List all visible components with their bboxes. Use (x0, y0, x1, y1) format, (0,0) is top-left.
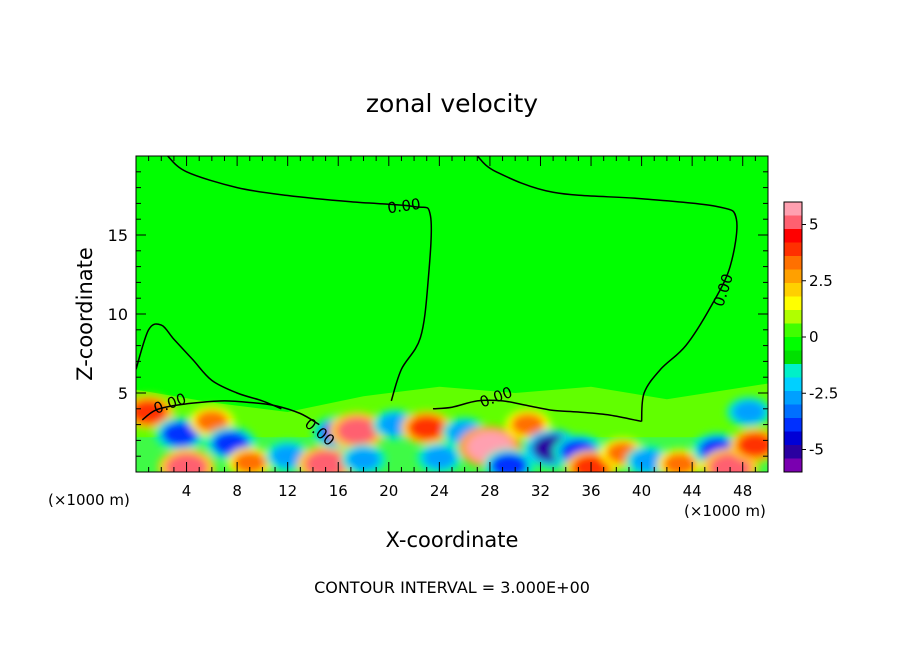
zero-contour-line (141, 400, 320, 426)
colorbar-swatch (784, 269, 802, 283)
velocity-features (136, 395, 768, 472)
x-tick-label: 16 (329, 482, 348, 500)
x-unit-right: (×1000 m) (684, 502, 766, 520)
velocity-feature (271, 445, 305, 468)
x-tick-label: 24 (430, 482, 449, 500)
colorbar-swatch (784, 283, 802, 297)
velocity-feature (195, 410, 229, 433)
x-tick-label: 8 (232, 482, 242, 500)
colorbar-swatch (784, 458, 802, 472)
colorbar-swatch (784, 404, 802, 418)
x-tick-label: 12 (278, 482, 297, 500)
colorbar-swatch (784, 431, 802, 445)
colorbar-swatch (784, 242, 802, 256)
x-tick-label: 4 (182, 482, 192, 500)
colorbar-swatch (784, 215, 802, 229)
velocity-feature (336, 416, 379, 445)
velocity-feature (161, 421, 199, 447)
zero-contour-line (167, 156, 433, 402)
chart-title: zonal velocity (366, 89, 538, 118)
x-tick-label: 28 (480, 482, 499, 500)
velocity-feature (631, 449, 665, 472)
y-axis-label: Z-coordinate (73, 247, 97, 381)
y-tick-label: 10 (108, 305, 128, 324)
contour-interval-note: CONTOUR INTERVAL = 3.000E+00 (314, 578, 590, 597)
colorbar-swatch (784, 364, 802, 378)
velocity-feature (407, 415, 446, 441)
zero-contour-line (432, 399, 642, 423)
x-axis-label: X-coordinate (386, 528, 519, 552)
velocity-feature (422, 446, 456, 469)
x-tick-label: 48 (733, 482, 752, 500)
colorbar-tick-label: 2.5 (809, 272, 833, 290)
velocity-feature (346, 448, 381, 471)
colorbar-swatch (784, 256, 802, 270)
velocity-feature (736, 432, 768, 458)
colorbar-swatch (784, 377, 802, 391)
x-tick-label: 36 (581, 482, 600, 500)
velocity-feature (233, 451, 267, 472)
velocity-feature (304, 450, 347, 472)
contour-label: 0.00 (386, 195, 422, 217)
colorbar-swatch (784, 229, 802, 243)
velocity-feature (662, 452, 697, 472)
colorbar-tick-label: 5 (809, 216, 819, 234)
colorbar-swatch (784, 323, 802, 337)
velocity-feature (511, 413, 545, 436)
y-tick-label: 5 (118, 384, 128, 403)
x-tick-label: 32 (531, 482, 550, 500)
colorbar-swatch (784, 202, 802, 216)
colorbar: 5 2.5 0 -2.5 -5 (783, 201, 838, 473)
colorbar-tick-label: -2.5 (809, 384, 838, 402)
colorbar-swatch (784, 350, 802, 364)
velocity-feature (732, 400, 766, 424)
y-tick-label: 15 (108, 226, 128, 245)
colorbar-swatch (784, 296, 802, 310)
colorbar-swatch (784, 445, 802, 459)
colorbar-tick-label: -5 (809, 441, 824, 459)
colorbar-swatch (784, 310, 802, 324)
zero-contour-line (136, 323, 282, 410)
colorbar-tick-label: 0 (809, 328, 819, 346)
colorbar-swatch (784, 418, 802, 432)
zero-contour-line (476, 156, 738, 422)
x-tick-label: 40 (632, 482, 651, 500)
x-tick-label: 44 (683, 482, 702, 500)
colorbar-swatch (784, 391, 802, 405)
x-tick-label: 20 (379, 482, 398, 500)
x-unit-left: (×1000 m) (48, 491, 130, 509)
velocity-feature (490, 453, 528, 472)
colorbar-swatch (784, 337, 802, 351)
